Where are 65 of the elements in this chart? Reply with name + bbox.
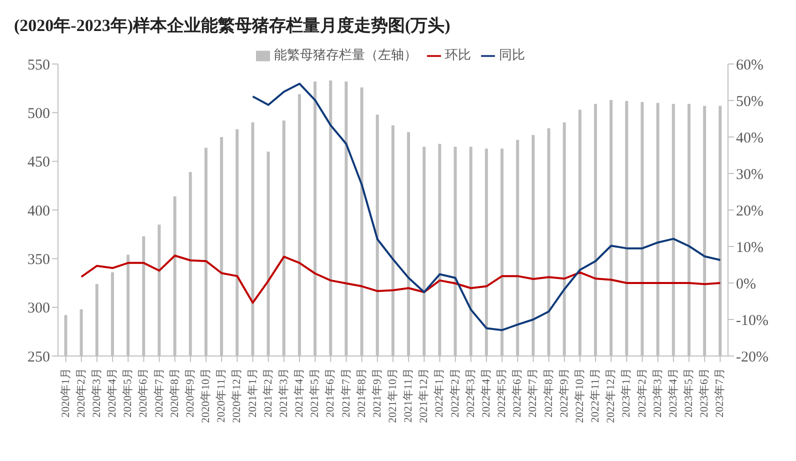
x-tick-label: 2021年7月: [340, 368, 352, 418]
x-tick-label: 2022年5月: [496, 368, 508, 418]
x-tick-label: 2021年9月: [371, 368, 384, 418]
x-tick-label: 2021年3月: [278, 368, 290, 418]
legend-label: 能繁母猪存栏量（左轴）: [274, 47, 417, 62]
x-tick-label: 2020年4月: [106, 368, 119, 418]
x-tick-label: 2023年6月: [698, 368, 711, 418]
line-series: [80, 254, 722, 304]
x-tick-label: 2020年3月: [90, 368, 103, 418]
y-tick-label: 550: [28, 57, 50, 74]
y2-tick-label: 60%: [736, 57, 764, 74]
y-tick-label: 500: [28, 106, 50, 122]
y2-tick-label: -10%: [736, 312, 768, 329]
x-tick-label: 2020年6月: [138, 368, 150, 418]
x-tick-label: 2020年7月: [153, 368, 166, 418]
x-tick-label: 2022年1月: [434, 368, 446, 418]
x-tick-label: 2021年1月: [246, 368, 259, 418]
y2-tick-label: 50%: [736, 94, 764, 110]
y-tick-label: 300: [28, 300, 50, 317]
y2-tick-label: 10%: [736, 240, 764, 256]
x-tick-label: 2022年8月: [542, 368, 555, 418]
x-tick-label: 2020年5月: [122, 368, 134, 418]
y2-tick-label: -20%: [736, 349, 768, 366]
x-tick-label: 2022年7月: [527, 368, 540, 418]
x-tick-label: 2021年2月: [262, 368, 274, 418]
y2-tick-label: 0%: [736, 276, 756, 292]
x-tick-label: 2023年2月: [636, 368, 648, 418]
x-tick-label: 2023年1月: [620, 368, 633, 418]
y-tick-label: 350: [28, 252, 50, 268]
x-tick-label: 2020年9月: [184, 368, 196, 418]
x-tick-label: 2021年11月: [402, 368, 415, 423]
x-tick-label: 2023年7月: [714, 368, 726, 418]
x-tick-label: 2022年2月: [449, 368, 462, 418]
x-tick-label: 2021年4月: [294, 368, 306, 418]
x-tick-label: 2020年10月: [200, 368, 212, 423]
x-tick-label: 2021年5月: [309, 368, 322, 418]
x-tick-label: 2022年9月: [558, 368, 570, 418]
x-tick-label: 2022年12月: [605, 368, 618, 423]
x-tick-label: 2021年6月: [324, 368, 337, 418]
x-tick-label: 2021年8月: [356, 368, 368, 418]
y-tick-label: 450: [28, 154, 50, 171]
line-series: [252, 82, 722, 332]
chart-title: (2020年-2023年)样本企业能繁母猪存栏量月度走势图(万头): [13, 15, 452, 37]
y2-tick-label: 20%: [736, 203, 764, 220]
x-tick-label: 2020年1月: [60, 368, 72, 418]
x-tick-label: 2022年6月: [512, 368, 524, 418]
x-tick-label: 2023年4月: [667, 368, 680, 418]
y-tick-label: 250: [28, 349, 50, 366]
x-tick-label: 2022年3月: [464, 368, 477, 418]
x-tick-label: 2023年3月: [652, 368, 664, 418]
x-tick-label: 2023年5月: [683, 368, 696, 418]
y2-tick-label: 30%: [736, 166, 764, 183]
y2-tick-label: 40%: [736, 130, 764, 146]
legend-label: 环比: [445, 47, 471, 62]
x-tick-label: 2022年11月: [590, 368, 602, 423]
x-tick-label: 2020年11月: [216, 368, 228, 423]
y-tick-label: 400: [28, 203, 50, 220]
x-tick-label: 2020年8月: [168, 368, 181, 418]
x-tick-label: 2021年12月: [418, 368, 430, 423]
x-tick-label: 2022年10月: [574, 368, 586, 423]
legend-label: 同比: [499, 47, 525, 62]
x-tick-label: 2022年4月: [480, 368, 492, 418]
x-tick-label: 2020年12月: [231, 368, 244, 423]
x-tick-label: 2020年2月: [75, 368, 88, 418]
x-tick-label: 2021年10月: [387, 368, 399, 423]
